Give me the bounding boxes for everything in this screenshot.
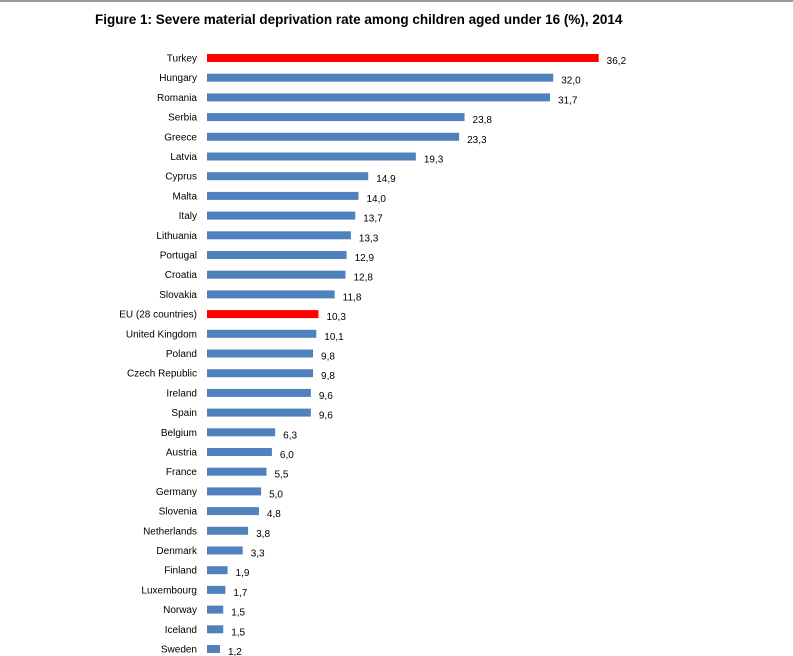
- figure-title: Figure 1: Severe material deprivation ra…: [95, 12, 623, 27]
- category-label: Hungary: [159, 73, 197, 84]
- category-label: Norway: [163, 605, 197, 616]
- value-label: 3,3: [251, 549, 265, 560]
- bar: [207, 546, 243, 555]
- value-label: 32,0: [561, 76, 581, 87]
- value-label: 11,8: [343, 292, 362, 303]
- bar: [207, 211, 356, 220]
- bar: [207, 270, 346, 279]
- bar: [207, 369, 314, 378]
- bar: [207, 113, 465, 122]
- bar: [207, 54, 599, 62]
- bar: [207, 408, 311, 417]
- bar: [207, 585, 226, 594]
- value-label: 23,3: [467, 135, 487, 146]
- bar: [207, 467, 267, 476]
- value-label: 5,5: [275, 470, 289, 481]
- category-label: Serbia: [168, 113, 197, 124]
- value-label: 6,0: [280, 450, 294, 461]
- category-label: Finland: [164, 566, 197, 577]
- value-label: 6,3: [283, 430, 297, 441]
- bar: [207, 566, 228, 575]
- category-label: France: [166, 467, 198, 478]
- bar: [207, 625, 224, 634]
- value-label: 13,7: [363, 214, 383, 225]
- category-label: United Kingdom: [126, 329, 197, 340]
- category-label: Turkey: [167, 54, 197, 65]
- category-label: Austria: [166, 448, 198, 459]
- bar: [207, 251, 347, 259]
- bar: [207, 605, 224, 614]
- top-rule: [0, 0, 793, 2]
- value-label: 9,6: [319, 411, 333, 422]
- category-label: Poland: [166, 349, 197, 360]
- category-label: Ireland: [166, 388, 197, 399]
- bar: [207, 526, 249, 535]
- bar: [207, 428, 276, 437]
- category-label: Latvia: [170, 152, 197, 163]
- bar: [207, 231, 351, 240]
- category-label: Greece: [164, 132, 197, 143]
- value-label: 3,8: [256, 529, 270, 540]
- bar: [207, 388, 311, 397]
- value-label: 9,6: [319, 391, 333, 402]
- bar: [207, 191, 359, 200]
- value-label: 12,8: [353, 273, 373, 284]
- bar: [207, 152, 416, 161]
- category-label: Sweden: [161, 645, 197, 656]
- bar: [207, 448, 272, 456]
- category-label: Lithuania: [156, 231, 197, 242]
- value-label: 19,3: [424, 155, 444, 166]
- value-label: 9,8: [321, 371, 335, 382]
- category-label: EU (28 countries): [119, 310, 197, 321]
- category-label: Luxembourg: [141, 585, 197, 596]
- category-label: Romania: [157, 93, 197, 104]
- category-label: Slovenia: [159, 507, 198, 518]
- value-label: 14,0: [366, 194, 386, 205]
- value-label: 10,3: [326, 312, 346, 323]
- bar: [207, 487, 262, 496]
- bar: [207, 132, 460, 141]
- bar: [207, 645, 220, 653]
- bar: [207, 73, 554, 82]
- category-label: Malta: [173, 191, 198, 202]
- bar: [207, 310, 319, 319]
- bar: [207, 290, 335, 299]
- category-label: Denmark: [156, 546, 198, 557]
- value-label: 14,9: [376, 174, 396, 185]
- value-label: 4,8: [267, 509, 281, 520]
- bar: [207, 93, 550, 102]
- category-label: Cyprus: [165, 172, 197, 183]
- category-label: Spain: [171, 408, 197, 419]
- value-label: 5,0: [269, 489, 283, 500]
- value-label: 1,5: [231, 627, 245, 638]
- value-label: 13,3: [359, 233, 379, 244]
- category-label: Portugal: [160, 251, 197, 262]
- value-label: 31,7: [558, 95, 578, 106]
- category-label: Germany: [156, 487, 197, 498]
- value-label: 36,2: [607, 56, 627, 67]
- value-label: 23,8: [473, 115, 493, 126]
- value-label: 10,1: [324, 332, 344, 343]
- category-label: Italy: [179, 211, 197, 222]
- bar: [207, 507, 259, 516]
- category-label: Slovakia: [159, 290, 197, 301]
- value-label: 1,5: [231, 608, 245, 619]
- value-label: 1,9: [236, 568, 250, 579]
- value-label: 1,2: [228, 647, 242, 656]
- category-label: Belgium: [161, 428, 197, 439]
- category-label: Netherlands: [143, 526, 197, 537]
- bar: [207, 349, 314, 358]
- bar: [207, 329, 317, 338]
- value-label: 1,7: [233, 588, 247, 599]
- category-label: Croatia: [165, 270, 198, 281]
- category-label: Czech Republic: [127, 369, 197, 380]
- value-label: 12,9: [355, 253, 375, 264]
- bar: [207, 172, 369, 181]
- value-label: 9,8: [321, 352, 335, 363]
- category-label: Iceland: [165, 625, 197, 636]
